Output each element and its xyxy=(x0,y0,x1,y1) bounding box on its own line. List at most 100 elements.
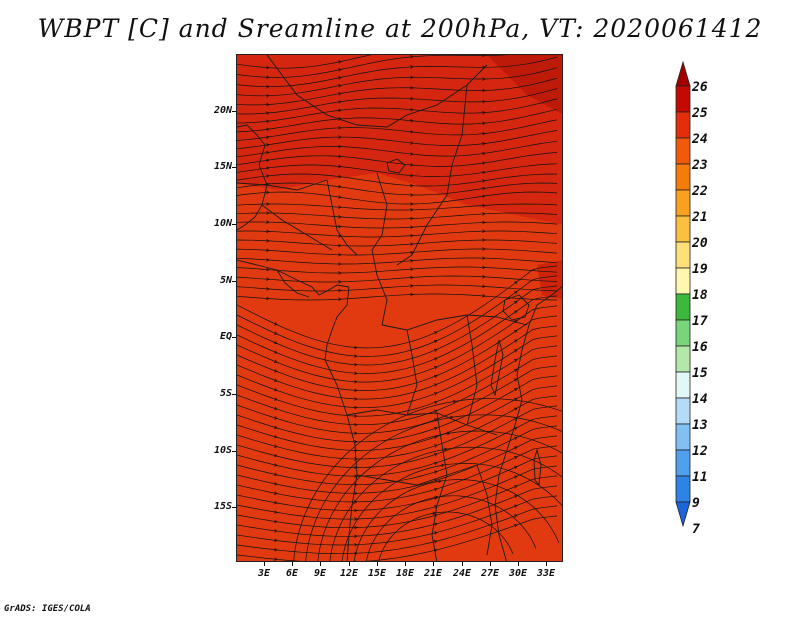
lake-malawi xyxy=(533,448,542,487)
colorbar-label: 25 xyxy=(692,106,708,121)
colorbar-box xyxy=(675,85,691,113)
streamline xyxy=(237,415,558,477)
streamline xyxy=(237,515,558,561)
streamline-arrow xyxy=(338,243,342,248)
streamline-arrow xyxy=(338,288,342,293)
streamline-arrow xyxy=(434,522,438,526)
streamline xyxy=(237,295,558,374)
streamline-arrow xyxy=(266,150,270,155)
colorbar-label: 7 xyxy=(692,522,700,537)
streamline-arrow xyxy=(338,68,342,72)
streamline-arrow xyxy=(513,388,518,392)
streamline xyxy=(237,212,558,220)
streamline-arrow xyxy=(410,173,414,178)
streamline-arrow xyxy=(434,548,438,553)
streamline xyxy=(237,191,558,205)
credit-text: GrADS: IGES/COLA xyxy=(4,604,91,614)
streamline xyxy=(237,108,558,133)
streamline-arrow xyxy=(338,135,342,139)
lon-tick xyxy=(462,562,463,566)
streamline-arrow xyxy=(274,529,278,533)
lat-label: 5N xyxy=(219,275,232,286)
colorbar-arrow-bottom xyxy=(675,501,691,528)
streamline-arrow xyxy=(273,350,278,354)
lat-tick xyxy=(232,337,236,338)
streamline-arrow xyxy=(513,494,518,499)
streamline xyxy=(237,275,558,283)
streamline-arrow xyxy=(266,220,270,224)
streamline-arrow xyxy=(433,427,438,431)
streamline xyxy=(237,152,558,167)
streamline-arrow xyxy=(266,229,270,234)
streamline-arrow xyxy=(274,425,278,429)
border-10 xyxy=(431,412,448,561)
streamline-arrow xyxy=(513,290,518,295)
streamline-arrow xyxy=(266,277,270,281)
streamline-arrow xyxy=(513,378,518,382)
streamline-arrow xyxy=(433,400,438,405)
lon-label: 27E xyxy=(480,568,500,579)
coastlines-layer xyxy=(237,55,562,561)
streamline-arrow xyxy=(274,482,278,486)
streamline-arrow xyxy=(354,397,358,401)
streamline-arrow xyxy=(266,202,270,206)
lat-tick xyxy=(232,394,236,395)
streamline-arrow xyxy=(338,215,342,219)
streamline-arrow xyxy=(274,444,278,448)
colorbar-label: 24 xyxy=(692,132,708,147)
warm-region-ne xyxy=(487,55,562,114)
colorbar-box xyxy=(675,345,691,373)
streamline-arrow xyxy=(266,143,270,147)
colorbar-box xyxy=(675,137,691,165)
streamline-arrow xyxy=(433,374,438,379)
streamline xyxy=(237,425,558,486)
streamline xyxy=(237,505,558,555)
streamline-arrow xyxy=(338,174,342,179)
streamline-arrow xyxy=(273,359,278,363)
streamline-arrow xyxy=(338,205,342,209)
colorbar-box xyxy=(675,319,691,347)
streamline-arrow xyxy=(410,65,414,69)
streamline-arrow xyxy=(513,349,518,353)
streamline-arrow xyxy=(274,463,278,467)
streamline-arrow xyxy=(273,322,278,326)
streamline-arrow xyxy=(266,239,270,243)
colorbar-label: 19 xyxy=(692,262,708,277)
streamline-arrow xyxy=(482,256,486,260)
streamline-arrow xyxy=(274,472,278,477)
streamline-arrow xyxy=(410,267,414,271)
lat-label: 20N xyxy=(213,105,232,116)
colorbar-boxes xyxy=(675,60,691,528)
page-title: WBPT [C] and Sreamline at 200hPa, VT: 20… xyxy=(37,14,763,43)
streamline-arrow xyxy=(410,141,414,145)
coastline-central-africa xyxy=(324,286,358,561)
streamline-arrow xyxy=(338,297,342,301)
streamline-arrow xyxy=(274,416,278,420)
streamline-arrow xyxy=(354,534,358,538)
lat-tick xyxy=(232,281,236,282)
streamline-arrow xyxy=(482,265,486,270)
streamline-arrow xyxy=(410,259,414,263)
streamline-arrow xyxy=(433,470,438,474)
colorbar-label: 14 xyxy=(692,392,708,407)
lon-label: 18E xyxy=(395,568,415,579)
streamline xyxy=(237,163,558,177)
streamline-arrow xyxy=(354,457,358,461)
streamline-arrow xyxy=(274,519,278,524)
streamline-arrow xyxy=(410,55,414,59)
coastline-guinea-gulf xyxy=(237,259,350,296)
streamline-arrow xyxy=(433,348,438,352)
gulf-of-guinea-coast xyxy=(276,269,310,298)
streamline-arrow xyxy=(433,453,438,457)
streamline-arrow xyxy=(433,357,438,361)
lat-tick xyxy=(232,167,236,168)
lon-tick xyxy=(349,562,350,566)
streamline-arrow xyxy=(274,538,278,543)
streamline-arrow xyxy=(410,96,414,101)
border-11 xyxy=(476,464,493,556)
streamline xyxy=(237,248,558,256)
lat-label: EQ xyxy=(219,331,232,342)
streamline-arrow xyxy=(266,166,270,170)
lon-tick xyxy=(292,562,293,566)
lat-label: 15S xyxy=(213,501,232,512)
